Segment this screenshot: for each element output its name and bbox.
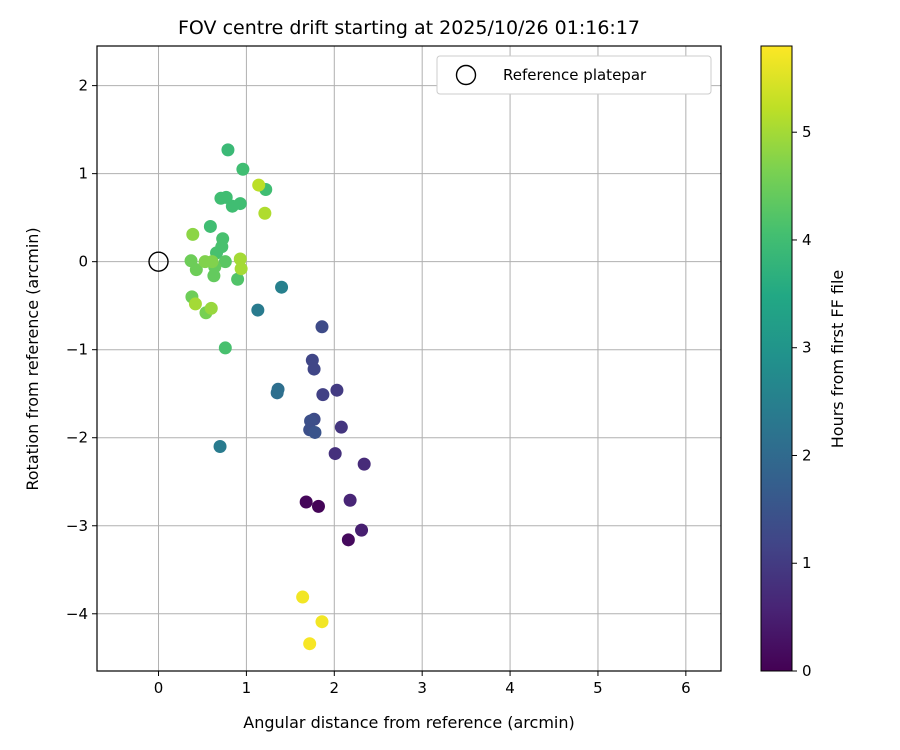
chart-title: FOV centre drift starting at 2025/10/26 …: [178, 17, 640, 39]
x-tick-label: 1: [242, 679, 252, 697]
data-point: [213, 440, 227, 454]
x-tick-label: 3: [417, 679, 427, 697]
y-tick-label: 0: [78, 253, 88, 271]
y-tick-label: 1: [78, 165, 88, 183]
y-tick-label: 2: [78, 77, 88, 95]
data-point: [186, 227, 200, 241]
data-point: [334, 420, 348, 434]
grid-lines: [97, 46, 721, 671]
data-point: [188, 297, 202, 311]
data-point: [311, 499, 325, 513]
data-point: [299, 495, 313, 509]
data-point: [357, 457, 371, 471]
y-axis-label: Rotation from reference (arcmin): [23, 227, 42, 490]
data-point: [303, 637, 317, 651]
y-tick-label: −1: [66, 341, 88, 359]
data-point: [221, 143, 235, 157]
legend-label: Reference platepar: [503, 66, 647, 84]
data-point: [308, 425, 322, 439]
x-tick-label: 4: [505, 679, 515, 697]
legend-box: [436, 55, 712, 95]
x-tick-label: 5: [593, 679, 603, 697]
data-point: [214, 191, 228, 205]
y-tick-label: −4: [66, 605, 88, 623]
colorbar-tick-label: 2: [802, 446, 812, 464]
x-tick-label: 2: [330, 679, 340, 697]
colorbar-label: Hours from first FF file: [828, 270, 847, 449]
plot-frame: [96, 45, 722, 672]
data-point: [251, 303, 265, 317]
reference-platepar-marker: [148, 251, 169, 272]
data-point: [233, 197, 247, 211]
x-axis-label: Angular distance from reference (arcmin): [243, 713, 574, 732]
data-point: [218, 255, 232, 269]
data-point: [203, 219, 217, 233]
colorbar-tick-label: 3: [802, 339, 812, 357]
data-point: [343, 493, 357, 507]
data-point: [234, 262, 248, 276]
data-point: [315, 320, 329, 334]
data-point: [258, 206, 272, 220]
data-point: [231, 272, 245, 286]
data-point: [233, 252, 247, 266]
data-point: [218, 341, 232, 355]
colorbar-tick-label: 5: [802, 123, 812, 141]
x-tick-label: 0: [154, 679, 164, 697]
data-point: [315, 615, 329, 629]
data-point: [355, 523, 369, 537]
x-axis-ticks: 0 1 2 3 4 5 6: [154, 671, 691, 697]
data-point: [270, 386, 284, 400]
scatter-points: [148, 143, 371, 651]
colorbar-tick-label: 0: [802, 662, 812, 680]
data-point: [189, 263, 203, 277]
y-axis-ticks: −4 −3 −2 −1 0 1 2: [66, 77, 97, 623]
colorbar-gradient: [760, 45, 793, 672]
data-point: [205, 255, 219, 269]
colorbar-ticks: 0 1 2 3 4 5: [792, 123, 812, 680]
legend-marker-icon: [455, 64, 477, 86]
data-point: [305, 353, 319, 367]
data-point: [328, 447, 342, 461]
colorbar-tick-label: 1: [802, 554, 812, 572]
data-point: [330, 383, 344, 397]
plot-axes: [96, 45, 722, 672]
data-point: [296, 590, 310, 604]
colorbar: 0 1 2 3 4 5 Hours from first FF file: [760, 45, 847, 680]
colorbar-tick-label: 4: [802, 231, 812, 249]
data-point: [204, 301, 218, 315]
x-tick-label: 6: [681, 679, 691, 697]
y-tick-label: −2: [66, 429, 88, 447]
data-point: [316, 388, 330, 402]
y-tick-label: −3: [66, 517, 88, 535]
legend: Reference platepar: [436, 55, 712, 95]
data-point: [275, 280, 289, 294]
data-point: [236, 162, 250, 176]
data-point: [341, 533, 355, 547]
data-point: [252, 178, 266, 192]
